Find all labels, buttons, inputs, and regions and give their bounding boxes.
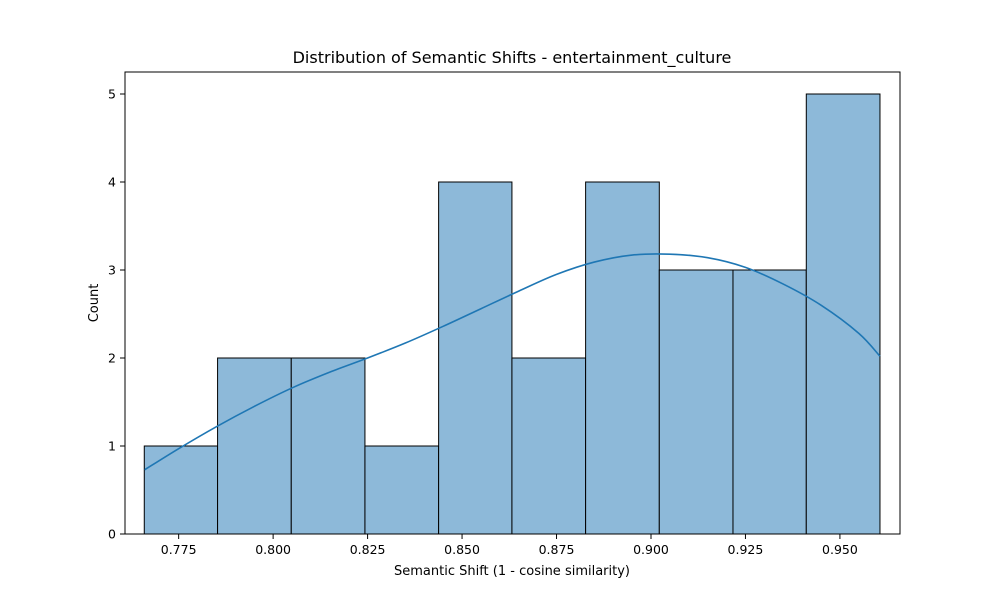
y-axis-ticks: 0 1 2 3 4 5 <box>108 87 125 542</box>
kde-curve <box>144 253 881 471</box>
y-tick-label: 4 <box>108 175 116 190</box>
x-tick-label: 0.900 <box>633 542 669 557</box>
histogram-bar-10 <box>805 93 881 535</box>
y-tick-label: 2 <box>108 351 116 366</box>
x-tick-label: 0.775 <box>161 542 197 557</box>
y-tick-label: 5 <box>108 87 116 102</box>
histogram-bar-7 <box>585 181 660 535</box>
histogram-bar-2 <box>217 357 292 535</box>
histogram-bar-5 <box>438 181 513 535</box>
bars-group <box>143 93 881 535</box>
x-axis-ticks: 0.775 0.800 0.825 0.850 0.875 0.900 0.925 0.950 <box>161 534 858 557</box>
plot-frame <box>124 71 901 535</box>
y-tick-label: 3 <box>108 263 116 278</box>
y-tick-label: 0 <box>108 527 116 542</box>
x-axis-label: Semantic Shift (1 - cosine similarity) <box>394 564 630 579</box>
x-tick-label: 0.875 <box>539 542 575 557</box>
chart-title: Distribution of Semantic Shifts - entert… <box>293 48 732 68</box>
x-tick-label: 0.925 <box>728 542 764 557</box>
x-tick-label: 0.950 <box>822 542 858 557</box>
histogram-bar-6 <box>511 357 587 535</box>
x-tick-label: 0.825 <box>350 542 386 557</box>
x-tick-label: 0.850 <box>444 542 480 557</box>
y-tick-label: 1 <box>108 439 116 454</box>
histogram-bar-1 <box>143 445 219 535</box>
y-axis-label: Count <box>87 284 102 323</box>
histogram-bar-4 <box>364 445 440 535</box>
x-tick-label: 0.800 <box>255 542 291 557</box>
histogram-bar-3 <box>290 357 366 535</box>
histogram-bar-9 <box>732 269 807 535</box>
histogram-bar-8 <box>658 269 734 535</box>
